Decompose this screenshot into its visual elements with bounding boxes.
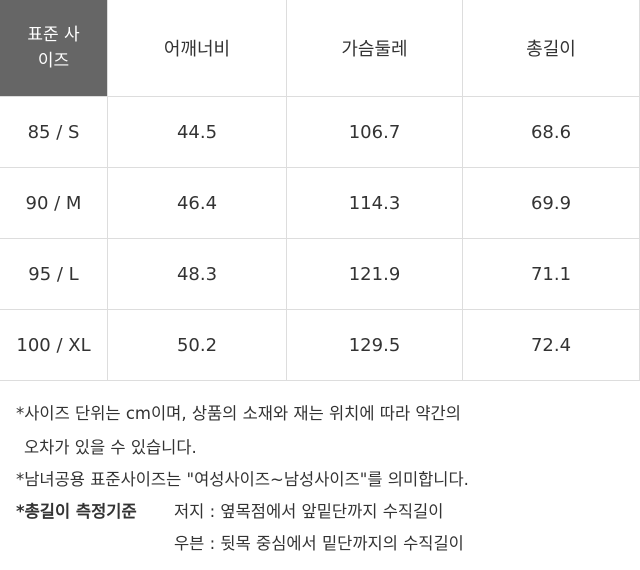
measure-item: 저지 : 옆목점에서 앞밑단까지 수직길이 <box>174 502 444 521</box>
table-cell: 100 / XL <box>0 310 108 381</box>
table-cell: 121.9 <box>287 239 463 310</box>
table-cell: 85 / S <box>0 97 108 168</box>
header-cell: 어깨너비 <box>108 0 287 97</box>
table-cell: 129.5 <box>287 310 463 381</box>
header-cell: 가슴둘레 <box>287 0 463 97</box>
note-line: *사이즈 단위는 cm이며, 상품의 소재와 재는 위치에 따라 약간의 <box>16 404 461 423</box>
table-cell: 44.5 <box>108 97 287 168</box>
table-cell: 68.6 <box>463 97 640 168</box>
measure-title: *총길이 측정기준 <box>16 502 137 521</box>
table-cell: 50.2 <box>108 310 287 381</box>
table-cell: 72.4 <box>463 310 640 381</box>
table-cell: 95 / L <box>0 239 108 310</box>
header-cell: 총길이 <box>463 0 640 97</box>
note-line: 오차가 있을 수 있습니다. <box>24 438 197 457</box>
table-cell: 71.1 <box>463 239 640 310</box>
table-cell: 69.9 <box>463 168 640 239</box>
measure-item: 우븐 : 뒷목 중심에서 밑단까지의 수직길이 <box>174 534 464 553</box>
note-line: *남녀공용 표준사이즈는 "여성사이즈~남성사이즈"를 의미합니다. <box>16 470 469 489</box>
table-cell: 90 / M <box>0 168 108 239</box>
header-cell: 표준 사이즈 <box>0 0 108 97</box>
table-cell: 46.4 <box>108 168 287 239</box>
table-cell: 48.3 <box>108 239 287 310</box>
header-text: 표준 사이즈 <box>27 25 80 71</box>
table-cell: 106.7 <box>287 97 463 168</box>
table-cell: 114.3 <box>287 168 463 239</box>
